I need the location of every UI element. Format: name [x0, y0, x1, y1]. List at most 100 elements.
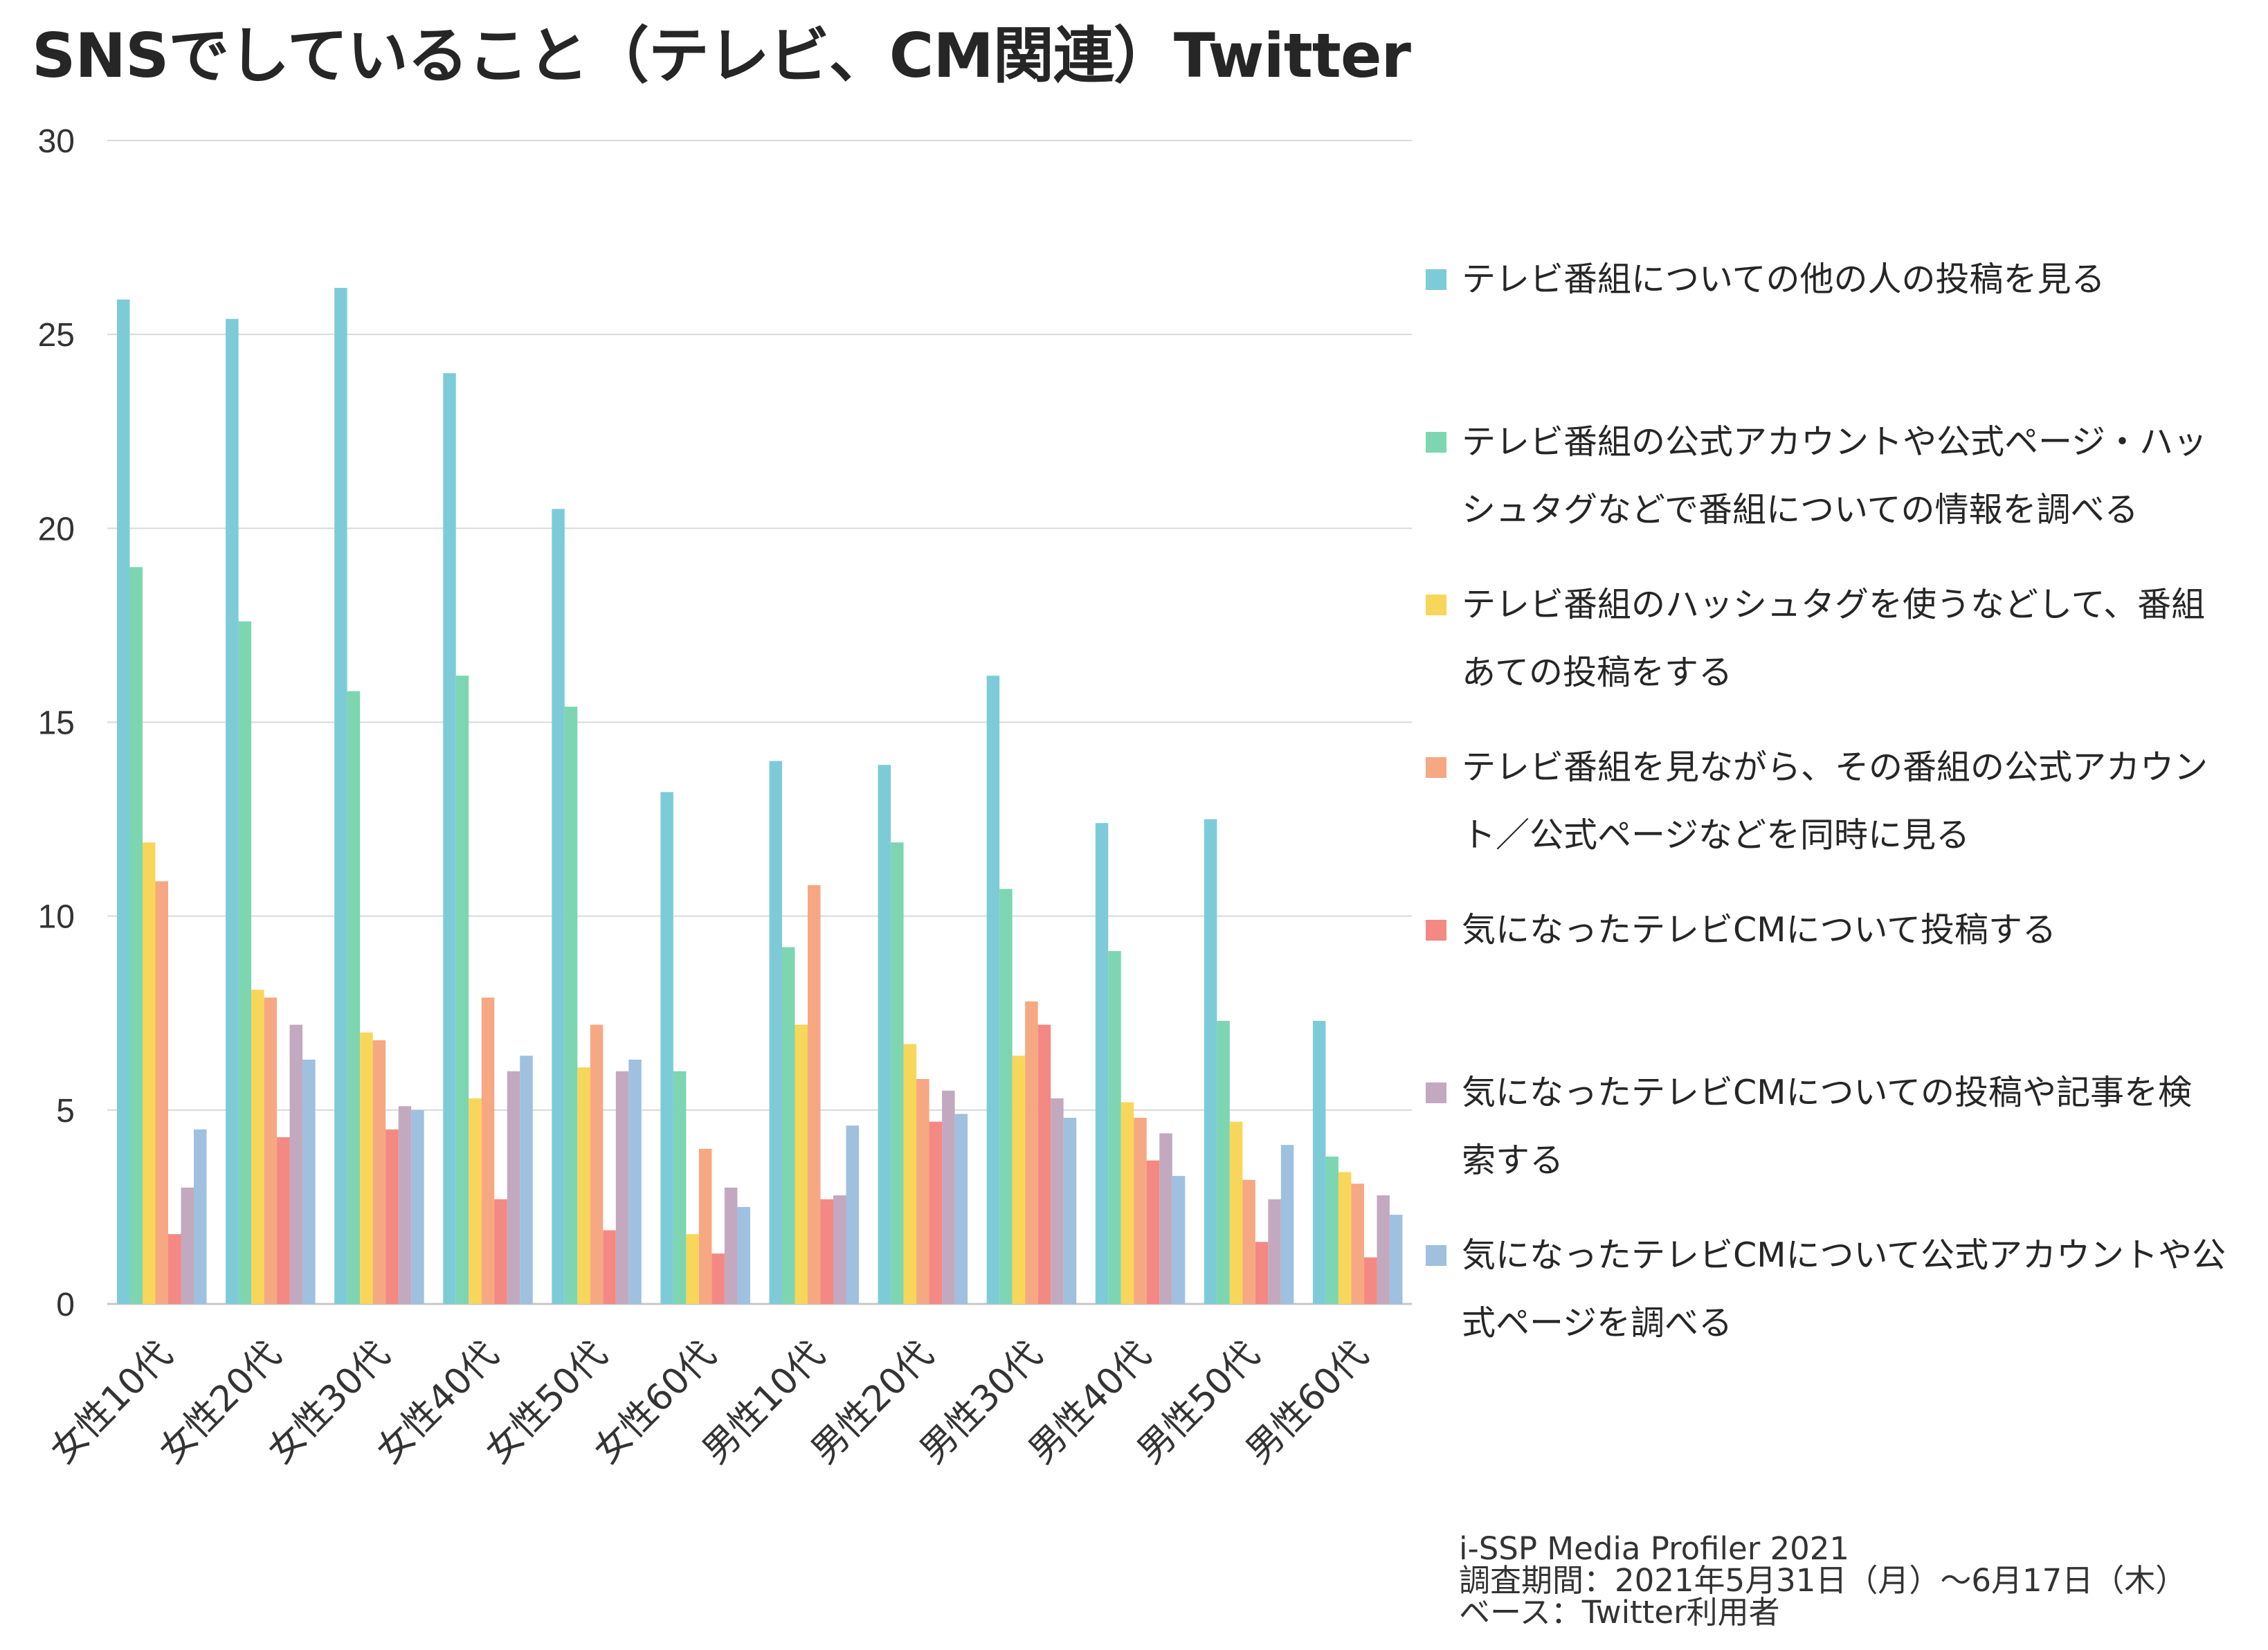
bar [1363, 1257, 1377, 1304]
bar [808, 885, 821, 1304]
legend-swatch [1426, 920, 1446, 941]
bar [769, 761, 782, 1304]
bar [590, 1024, 604, 1304]
bar [615, 1071, 629, 1304]
bar [334, 287, 347, 1305]
bar [238, 621, 252, 1304]
legend-label-line: テレビ番組の公式アカウントや公式ページ・ハッ [1462, 422, 2208, 462]
y-tick-label: 30 [38, 123, 75, 160]
bars [117, 287, 1403, 1305]
bar [1051, 1098, 1064, 1304]
legend-label-line: テレビ番組のハッシュタグを使うなどして、番組 [1462, 585, 2206, 624]
legend-label-line: 気になったテレビCMについて投稿する [1462, 910, 2057, 950]
legend-swatch [1426, 1082, 1446, 1103]
chart-title: SNSでしていること（テレビ、CM関連）Twitter [32, 20, 1411, 91]
bar [494, 1199, 507, 1304]
legend-swatch [1426, 269, 1446, 290]
bar [833, 1195, 846, 1304]
bar [1095, 823, 1109, 1304]
bar [711, 1253, 725, 1304]
bar [1312, 1020, 1326, 1304]
bar [916, 1079, 929, 1304]
legend-label-line: 式ページを調べる [1462, 1303, 1733, 1343]
bar [1255, 1242, 1269, 1304]
source-line-period: 調査期間：2021年5月31日（月）～6月17日（木） [1459, 1562, 2187, 1599]
bar [469, 1098, 482, 1304]
bar [277, 1137, 290, 1304]
legend-label: テレビ番組を見ながら、その番組の公式アカウン ト／公式ページなどを同時に見る [1462, 734, 2258, 869]
bar [929, 1121, 943, 1304]
y-tick-label: 15 [38, 705, 75, 742]
bar [251, 990, 264, 1304]
bar [1242, 1179, 1255, 1304]
legend-label-line: テレビ番組についての他の人の投稿を見る [1462, 260, 2105, 299]
bar [1204, 819, 1217, 1304]
series-6 [181, 1024, 1390, 1304]
bar [143, 842, 156, 1304]
bar [117, 299, 130, 1304]
bar [878, 765, 891, 1304]
bar [698, 1148, 712, 1304]
bar [347, 691, 361, 1304]
source-line-base: ベース：Twitter利用者 [1459, 1594, 1780, 1631]
bar [181, 1187, 194, 1304]
bar [1172, 1176, 1186, 1304]
bar [168, 1234, 181, 1304]
bar [846, 1125, 859, 1304]
bar [660, 792, 673, 1304]
series-1 [117, 287, 1326, 1305]
bar [942, 1090, 955, 1304]
bar [552, 509, 565, 1304]
bar [507, 1071, 520, 1304]
legend-label: テレビ番組の公式アカウントや公式ページ・ハッ シュタグなどで番組についての情報を調… [1462, 408, 2258, 544]
bar [302, 1059, 316, 1304]
source-line-survey: i-SSP Media Profiler 2021 [1459, 1530, 1850, 1567]
bar [577, 1067, 590, 1304]
bar [1037, 1024, 1051, 1304]
source-note: i-SSP Media Profiler 2021 調査期間：2021年5月31… [1459, 1533, 2186, 1629]
bar [481, 997, 495, 1304]
bar [737, 1206, 750, 1304]
bar [1389, 1215, 1403, 1304]
bar [954, 1114, 968, 1304]
series-2 [129, 567, 1339, 1304]
y-axis-ticks: 0 5 10 15 20 25 30 [38, 123, 75, 1323]
bar [520, 1055, 533, 1304]
bar [1108, 951, 1121, 1304]
bar [264, 997, 278, 1304]
legend-label-line: 気になったテレビCMについて公式アカウントや公 [1462, 1235, 2226, 1275]
bar [820, 1199, 833, 1304]
legend-label-line: 索する [1462, 1141, 1564, 1180]
series-3 [143, 842, 1352, 1304]
bar [1063, 1118, 1077, 1304]
legend-swatch [1426, 432, 1446, 453]
bar-chart: 0 5 10 15 20 25 30 女性10代女性20代女性30代女性40代女性50代女性… [38, 123, 1412, 1471]
legend-swatch [1426, 1245, 1446, 1266]
bar [1280, 1145, 1294, 1304]
y-tick-label: 5 [56, 1093, 75, 1130]
bar [986, 676, 1000, 1304]
legend-label: 気になったテレビCMについての投稿や記事を検 索する [1462, 1059, 2258, 1195]
bar [1338, 1172, 1352, 1304]
bar [411, 1109, 424, 1304]
series-4 [155, 881, 1364, 1304]
bar [1012, 1055, 1026, 1304]
bar [455, 676, 469, 1304]
legend-label: テレビ番組についての他の人の投稿を見る [1462, 246, 2258, 314]
legend-swatch [1426, 757, 1446, 778]
bar [1159, 1133, 1172, 1304]
legend-label-line: テレビ番組を見ながら、その番組の公式アカウン [1462, 747, 2208, 787]
bar [903, 1044, 917, 1304]
bar [1121, 1102, 1134, 1304]
legend-label-line: ト／公式ページなどを同時に見る [1462, 815, 1970, 855]
legend-label: 気になったテレビCMについて投稿する [1462, 896, 2258, 964]
bar [360, 1032, 373, 1304]
bar [1134, 1118, 1147, 1304]
y-tick-label: 0 [56, 1287, 75, 1323]
bar [673, 1071, 687, 1304]
bar [891, 842, 904, 1304]
gridlines [107, 140, 1412, 1305]
bar [999, 889, 1013, 1304]
bar [194, 1129, 207, 1304]
bar [1146, 1160, 1160, 1304]
